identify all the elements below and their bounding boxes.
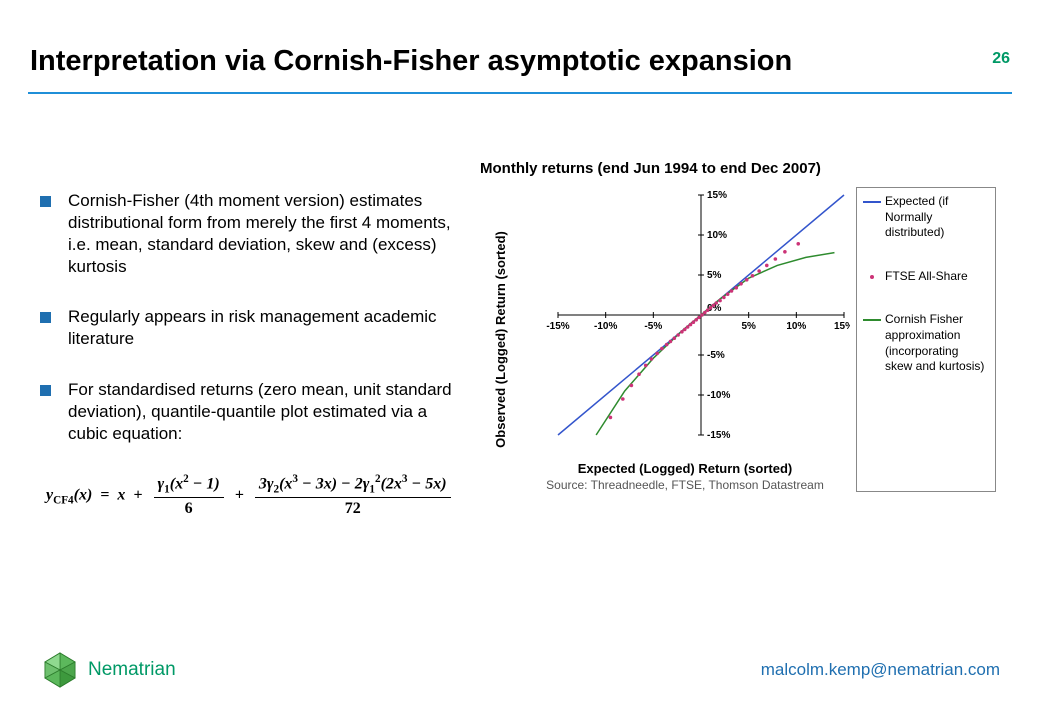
bullet-item: Cornish-Fisher (4th moment version) esti… <box>40 190 460 278</box>
brand-logo: Nematrian <box>40 650 176 690</box>
chart-title: Monthly returns (end Jun 1994 to end Dec… <box>480 160 1010 177</box>
svg-text:5%: 5% <box>741 321 756 332</box>
legend-item-ftse: FTSE All-Share <box>863 269 989 285</box>
chart-x-label: Expected (Logged) Return (sorted) <box>520 461 850 476</box>
legend-item-cf: Cornish Fisher approximation (incorporat… <box>863 312 989 374</box>
bullet-list: Cornish-Fisher (4th moment version) esti… <box>40 190 460 445</box>
footer-email: malcolm.kemp@nematrian.com <box>761 660 1000 680</box>
chart-y-label: Observed (Logged) Return (sorted) <box>480 187 520 492</box>
svg-text:-15%: -15% <box>546 321 569 332</box>
polyhedron-icon <box>40 650 80 690</box>
bullet-item: Regularly appears in risk management aca… <box>40 306 460 350</box>
svg-text:-10%: -10% <box>594 321 617 332</box>
page-number: 26 <box>992 50 1010 68</box>
svg-text:10%: 10% <box>707 230 727 241</box>
svg-text:-15%: -15% <box>707 430 730 441</box>
chart-source: Source: Threadneedle, FTSE, Thomson Data… <box>520 478 850 492</box>
slide-title: Interpretation via Cornish-Fisher asympt… <box>30 45 1010 78</box>
svg-text:-5%: -5% <box>644 321 662 332</box>
svg-text:15%: 15% <box>834 321 850 332</box>
svg-text:5%: 5% <box>707 270 722 281</box>
header-rule <box>28 92 1012 94</box>
brand-name: Nematrian <box>88 659 176 681</box>
svg-text:-10%: -10% <box>707 390 730 401</box>
equation: yCF4(x) = x + γ1(x2 − 1) 6 + 3γ2(x3 − 3x… <box>40 473 460 519</box>
svg-text:-5%: -5% <box>707 350 725 361</box>
svg-text:15%: 15% <box>707 190 727 201</box>
chart-plot: -15%-10%-5%5%10%15%-15%-10%-5%0%5%10%15% <box>520 187 850 457</box>
svg-text:10%: 10% <box>786 321 806 332</box>
legend-item-expected: Expected (if Normally distributed) <box>863 194 989 241</box>
bullet-item: For standardised returns (zero mean, uni… <box>40 379 460 445</box>
chart-legend: Expected (if Normally distributed) FTSE … <box>856 187 996 492</box>
